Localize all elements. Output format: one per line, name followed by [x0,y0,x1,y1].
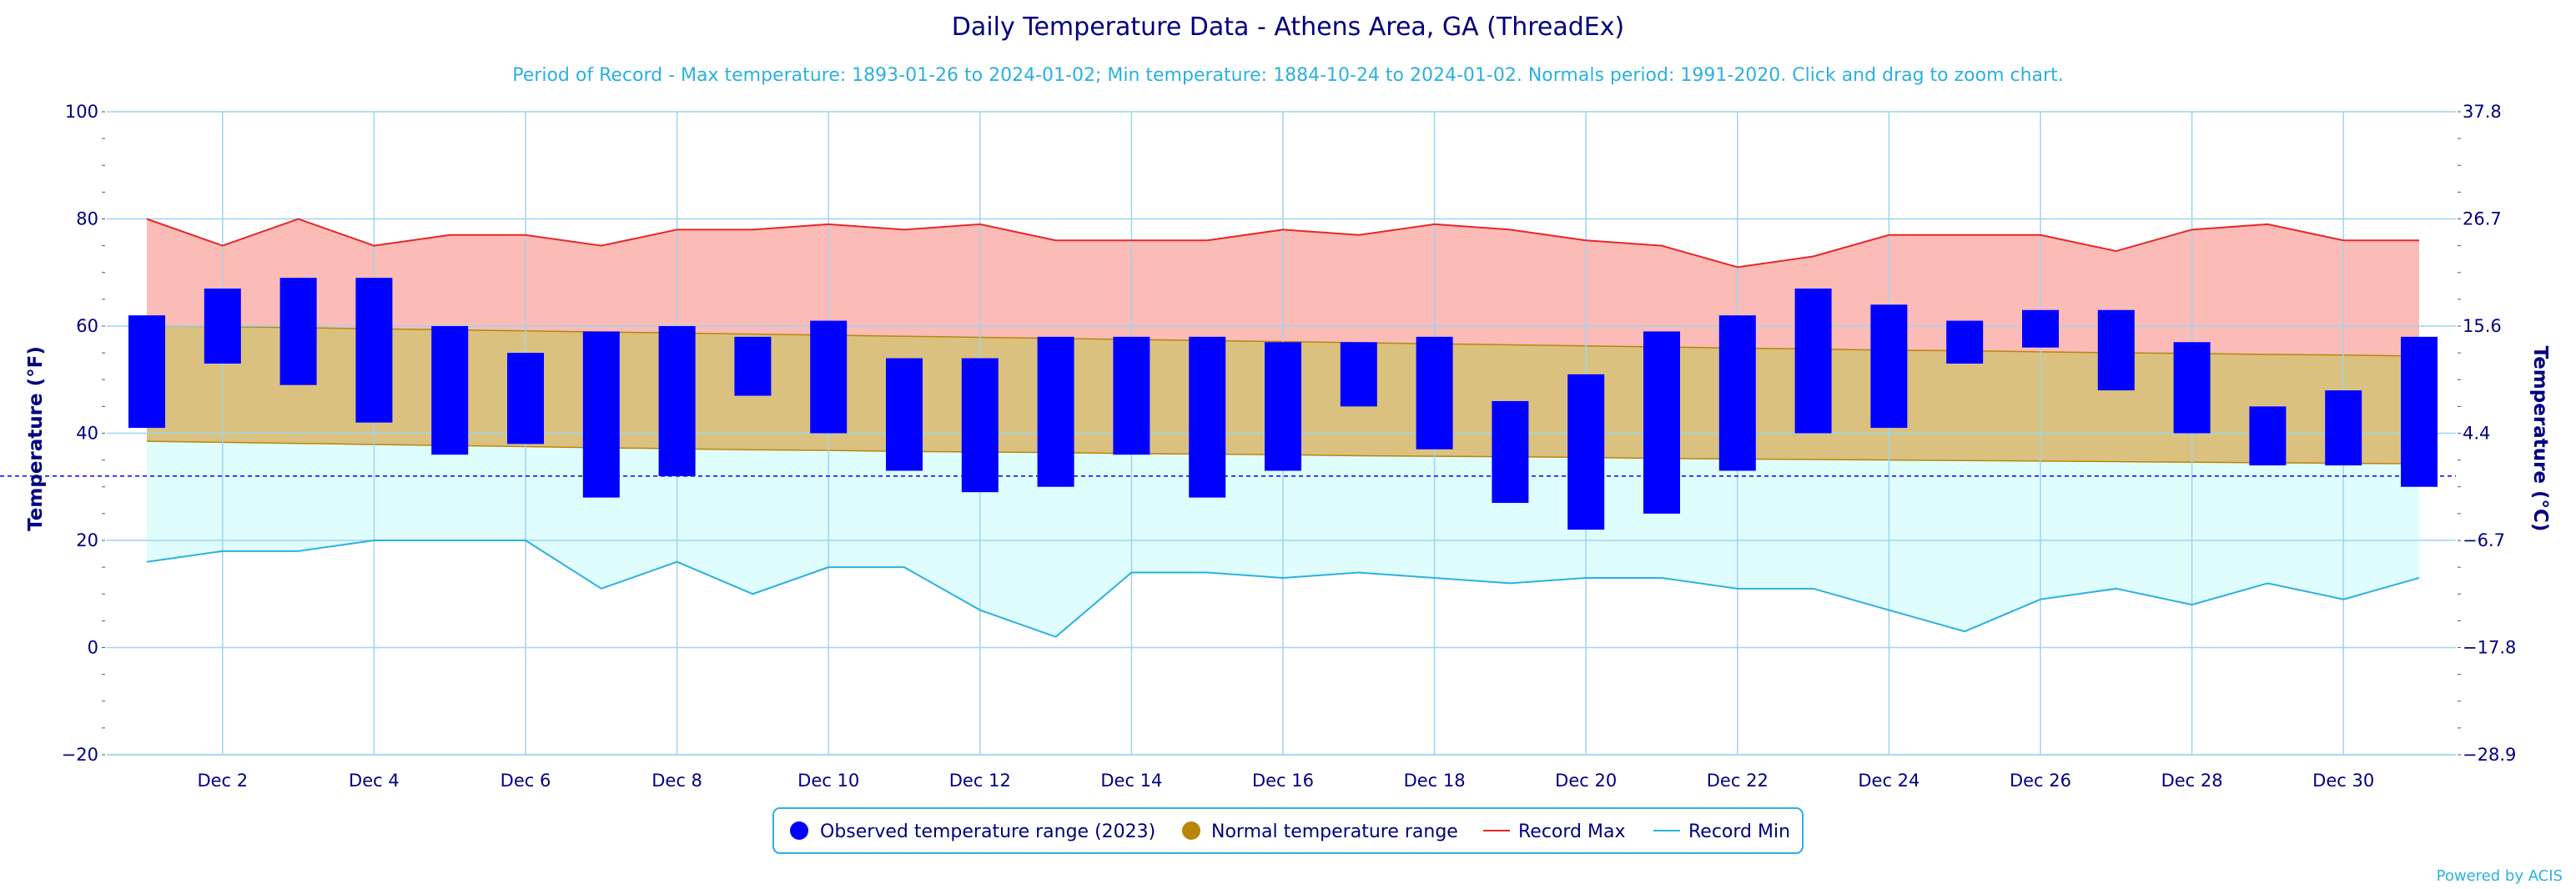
observed-bar-dec-2[interactable] [204,289,241,364]
x-tick-label: Dec 20 [1555,771,1617,791]
observed-bar-dec-15[interactable] [1189,336,1226,498]
x-tick-label: Dec 24 [1858,771,1919,791]
legend-observed-label[interactable]: Observed temperature range (2023) [820,821,1155,842]
legend-box [772,807,1804,854]
legend-observed-marker [790,821,808,840]
observed-bar-dec-16[interactable] [1265,342,1301,471]
observed-bar-dec-24[interactable] [1870,304,1908,429]
y-tick-label-right: 4.4 [2463,424,2490,444]
y-tick-label-left: 40 [76,424,98,444]
legend-record-max-label[interactable]: Record Max [1518,821,1626,842]
observed-bars[interactable] [128,278,2438,530]
observed-bar-dec-26[interactable] [2022,309,2059,348]
legend-normal-label[interactable]: Normal temperature range [1211,821,1458,842]
y-tick-label-right: 26.7 [2463,209,2502,229]
observed-bar-dec-19[interactable] [1492,400,1529,504]
y-tick-label-right: 15.6 [2463,316,2502,336]
x-tick-label: Dec 30 [2312,771,2374,791]
observed-bar-dec-9[interactable] [734,336,772,396]
x-tick-label: Dec 2 [197,771,248,791]
y-tick-label-right: 37.8 [2463,102,2502,122]
y-tick-label-left: 0 [88,638,98,658]
observed-bar-dec-8[interactable] [658,326,696,476]
x-tick-label: Dec 6 [501,771,551,791]
observed-bar-dec-23[interactable] [1794,289,1832,434]
y-tick-label-right: −28.9 [2463,745,2516,765]
x-tick-label: Dec 4 [349,771,400,791]
observed-bar-dec-10[interactable] [810,320,848,434]
observed-bar-dec-13[interactable] [1037,336,1074,487]
chart-subtitle: Period of Record - Max temperature: 1893… [512,65,2063,86]
y-tick-label-right: −6.7 [2463,530,2505,550]
x-tick-label: Dec 26 [2010,771,2071,791]
x-tick-label: Dec 16 [1252,771,1314,791]
x-tick-label: Dec 14 [1100,771,1162,791]
y-axis-label-left: Temperature (°F) [25,346,47,531]
observed-bar-dec-28[interactable] [2173,342,2211,434]
acis-credit[interactable]: Powered by ACIS [2437,867,2563,885]
observed-bar-dec-25[interactable] [1946,320,1984,364]
observed-bar-dec-11[interactable] [886,358,923,471]
chart-legend: Observed temperature range (2023) Normal… [772,807,1804,854]
observed-bar-dec-27[interactable] [2097,309,2135,391]
observed-bar-dec-18[interactable] [1416,336,1453,450]
record-min-line [146,540,2420,638]
observed-bar-dec-4[interactable] [355,278,393,423]
x-tick-label: Dec 12 [949,771,1011,791]
observed-bar-dec-31[interactable] [2401,336,2438,487]
y-tick-label-right: −17.8 [2463,638,2516,658]
y-axis-left-ticks: −20 0 20 40 60 80 100 [62,102,98,765]
y-tick-label-left: 80 [76,209,98,229]
observed-bar-dec-17[interactable] [1340,342,1377,407]
record-lines [146,218,2420,638]
legend-normal-marker [1182,821,1200,840]
x-tick-label: Dec 10 [797,771,859,791]
observed-bar-dec-3[interactable] [279,278,317,385]
observed-bar-dec-30[interactable] [2325,390,2362,466]
x-tick-label: Dec 28 [2161,771,2223,791]
x-axis-ticks: Dec 2 Dec 4 Dec 6 Dec 8 Dec 10 Dec 12 Dec 14 De… [107,754,2456,791]
y-tick-label-left: 20 [76,530,98,550]
observed-bar-dec-14[interactable] [1113,336,1150,455]
observed-bar-dec-5[interactable] [431,326,469,455]
observed-bar-dec-29[interactable] [2249,406,2287,466]
observed-bar-dec-21[interactable] [1643,331,1680,514]
record-max-line [146,218,2419,269]
y-tick-label-left: −20 [62,745,98,765]
observed-bar-dec-1[interactable] [128,315,165,429]
chart-title: Daily Temperature Data - Athens Area, GA… [952,13,1624,42]
y-tick-label-left: 60 [76,316,98,336]
observed-bar-dec-20[interactable] [1567,374,1605,530]
observed-bar-dec-7[interactable] [582,331,620,498]
y-tick-label-left: 100 [65,102,98,122]
observed-bar-dec-12[interactable] [961,358,999,493]
y-axis-right-ticks: −28.9 −17.8 −6.7 4.4 15.6 26.7 37.8 [2458,102,2516,765]
observed-bar-dec-6[interactable] [507,353,544,444]
y-axis-label-right: Temperature (°C) [2529,346,2551,532]
x-tick-label: Dec 22 [1707,771,1768,791]
x-tick-label: Dec 8 [652,771,702,791]
observed-bar-dec-22[interactable] [1718,315,1756,471]
x-tick-label: Dec 18 [1404,771,1466,791]
legend-record-min-label[interactable]: Record Min [1688,821,1790,842]
